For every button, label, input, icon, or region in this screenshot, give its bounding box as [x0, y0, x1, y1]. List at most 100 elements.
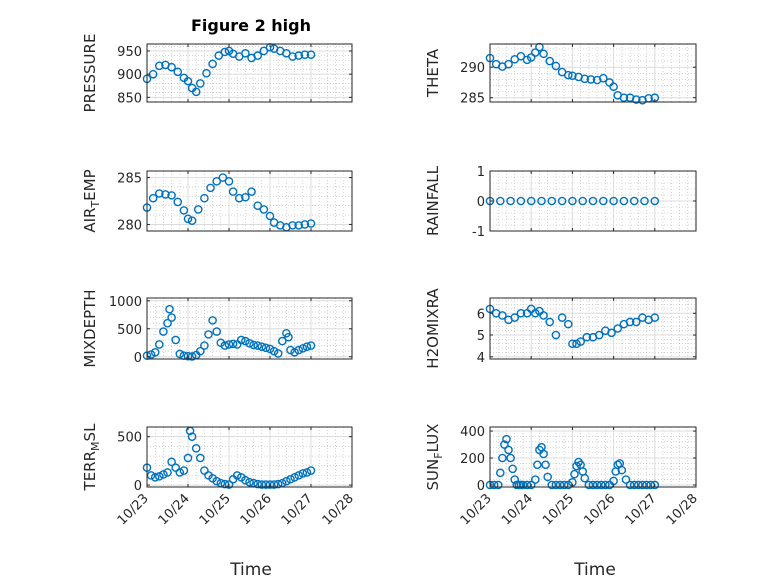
data-point [551, 61, 561, 71]
data-point [224, 480, 234, 489]
data-point [253, 201, 263, 210]
data-point [526, 53, 536, 62]
data-point [277, 336, 287, 346]
data-point [588, 480, 598, 490]
plot-area [490, 298, 696, 359]
data-point [191, 443, 201, 453]
data-point [161, 190, 170, 199]
data-point [282, 476, 291, 486]
data-point [253, 341, 263, 350]
data-point [261, 343, 271, 353]
data-point [150, 473, 160, 482]
y-tick-label: -1 [472, 225, 485, 240]
data-point [551, 330, 561, 340]
data-point [218, 173, 228, 182]
data-point [302, 468, 312, 477]
y-tick-label: 5 [477, 329, 485, 344]
data-point [504, 59, 513, 69]
data-point [559, 480, 569, 490]
data-point [204, 330, 213, 339]
y-tick-label: 500 [117, 431, 142, 446]
y-tick-label: 200 [460, 452, 485, 467]
y-axis-label: RAINFALL [424, 165, 442, 236]
data-point [257, 480, 267, 489]
data-point [298, 469, 308, 478]
data-point [236, 335, 246, 345]
x-axis-label-right: Time [573, 560, 616, 580]
data-point [284, 332, 293, 342]
data-point [531, 308, 540, 318]
data-point [572, 461, 581, 471]
data-point [650, 196, 660, 206]
data-point [535, 42, 544, 52]
data-point [498, 311, 507, 320]
data-point [163, 318, 172, 328]
data-point [241, 192, 250, 202]
data-point [498, 453, 507, 463]
data-point [265, 211, 275, 221]
data-point [580, 74, 590, 84]
data-point [173, 197, 183, 207]
data-point [586, 75, 596, 84]
data-point [224, 340, 234, 349]
data-point [613, 460, 623, 470]
data-point [638, 480, 647, 490]
data-point [493, 480, 503, 490]
y-tick-label: 0 [134, 479, 142, 494]
data-point [269, 346, 279, 356]
data-point [265, 480, 275, 489]
axes-box [489, 297, 697, 360]
figure-title: Figure 2 high [191, 16, 311, 35]
y-axis-label: THETA [424, 48, 442, 98]
data-point [195, 346, 205, 356]
data-point [533, 460, 542, 470]
data-point [621, 475, 631, 484]
data-point [232, 471, 242, 480]
y-axis-label: SUNFLUX [424, 424, 445, 491]
data-point [594, 330, 604, 340]
axes-box [146, 170, 353, 232]
subplot-terr-msl: 0 500 10/23 10/24 10/25 10/26 10/27 10/28 TERRMS… [81, 423, 357, 528]
data-point [572, 339, 581, 349]
data-point [601, 480, 610, 490]
plot-area [490, 427, 696, 487]
data-point [537, 196, 546, 206]
data-point [228, 339, 238, 349]
data-point [504, 445, 513, 455]
data-point [228, 187, 238, 196]
data-point [173, 67, 183, 77]
data-point [543, 472, 552, 482]
plot-area [147, 171, 352, 231]
axes-box [146, 426, 353, 488]
x-tick-label: 10/27 [623, 491, 660, 528]
y-tick-label: 4 [477, 351, 485, 366]
subplot-theta: 285 290 THETA [424, 42, 697, 107]
data-point [212, 177, 221, 186]
x-tick-label: 10/28 [664, 491, 701, 528]
data-point [617, 465, 627, 475]
data-point [259, 46, 269, 56]
data-point [212, 476, 221, 486]
x-tick-label: 10/26 [238, 491, 275, 528]
x-axis-label-left: Time [229, 560, 272, 580]
data-point [224, 177, 234, 186]
y-axis-label: AIRTEMP [81, 169, 102, 232]
data-point [253, 479, 263, 489]
data-point [539, 49, 548, 59]
data-point [541, 460, 550, 470]
data-point [631, 95, 641, 104]
x-tick-label: 10/24 [156, 491, 193, 528]
y-tick-label: 850 [117, 91, 142, 106]
subplot-pressure: 850 900 950 PRESSURE [81, 34, 353, 112]
data-point [208, 316, 217, 325]
data-point [257, 342, 267, 351]
y-tick-label: 285 [460, 92, 485, 107]
data-point [167, 62, 176, 72]
data-point [580, 473, 590, 483]
data-point [563, 70, 573, 80]
data-point [214, 51, 224, 60]
data-point [300, 220, 310, 229]
data-point [306, 50, 316, 59]
data-point [531, 48, 540, 57]
x-tick-label: 10/27 [279, 491, 316, 528]
